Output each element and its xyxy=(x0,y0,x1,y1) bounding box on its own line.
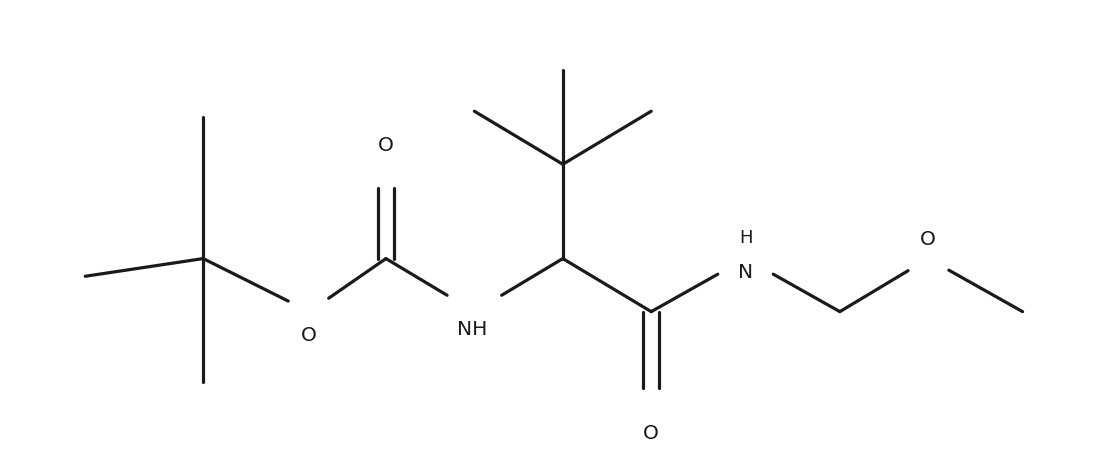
Text: O: O xyxy=(920,230,937,249)
Text: NH: NH xyxy=(457,320,487,339)
Text: N: N xyxy=(738,263,753,282)
Text: O: O xyxy=(644,423,659,443)
Text: O: O xyxy=(378,136,393,155)
Text: O: O xyxy=(301,326,317,345)
Text: H: H xyxy=(738,229,753,247)
